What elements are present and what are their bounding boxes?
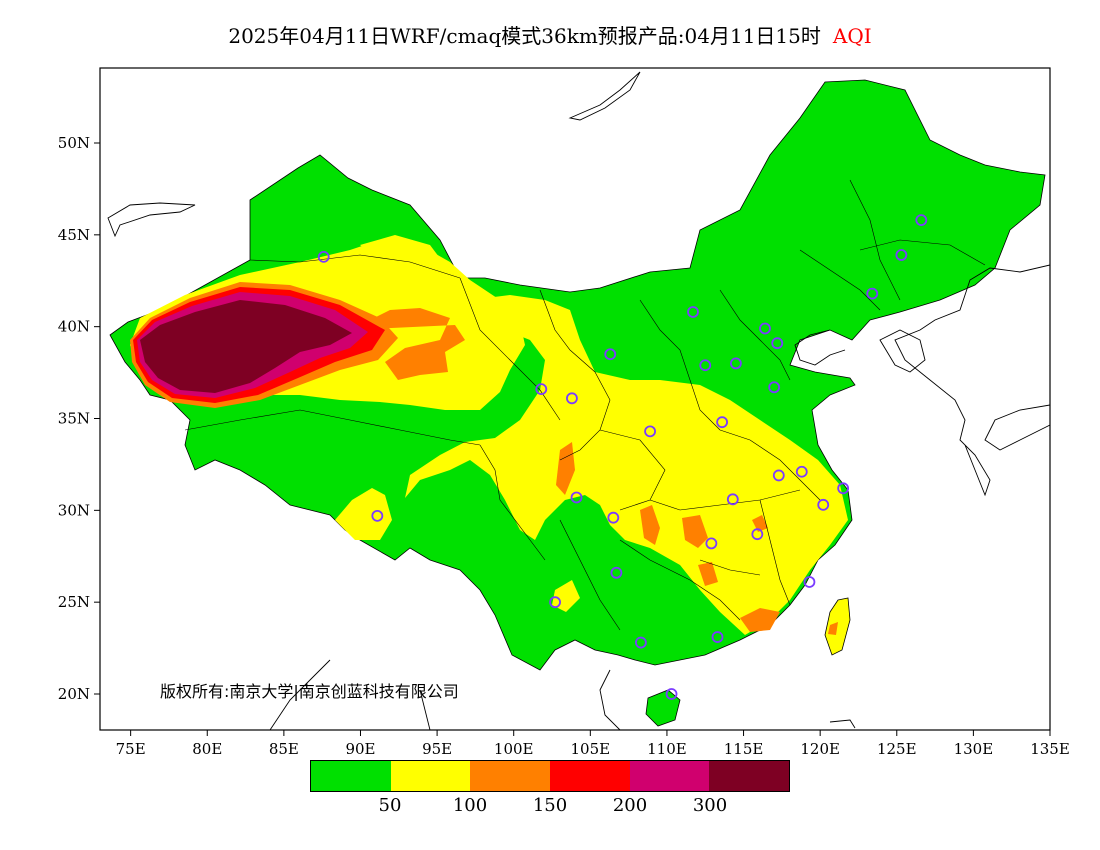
- station-marker: [535, 383, 548, 396]
- legend-label: 150: [532, 795, 568, 816]
- x-tick-label: 120E: [800, 740, 840, 758]
- station-marker: [803, 576, 816, 588]
- legend-swatch: [709, 761, 790, 791]
- coastlines: [107, 71, 1050, 730]
- legend-swatch: [629, 761, 710, 791]
- legend-label: 300: [692, 795, 728, 816]
- region-moderate-tibet: [335, 488, 392, 540]
- y-axis: 50N 45N 40N 35N 30N 25N 20N: [58, 134, 100, 703]
- legend-swatch: [311, 761, 391, 791]
- x-tick-label: 125E: [877, 740, 917, 758]
- y-tick-label: 40N: [58, 318, 90, 336]
- station-marker: [317, 250, 330, 263]
- legend-swatch: [550, 761, 630, 791]
- title-text: 2025年04月11日WRF/cmaq模式36km预报产品:04月11日15时: [228, 24, 821, 48]
- map-frame: [99, 67, 1051, 731]
- station-marker: [759, 322, 771, 335]
- region-usg-jiangxi: [752, 515, 768, 532]
- station-marker: [687, 306, 699, 318]
- region-usg-taiwan: [828, 622, 838, 635]
- station-marker: [866, 287, 879, 300]
- station-marker: [716, 416, 728, 429]
- station-marker: [644, 425, 656, 438]
- region-usg-hubei: [640, 505, 660, 545]
- x-tick-label: 75E: [116, 740, 146, 758]
- region-moderate-taiwan: [824, 597, 851, 656]
- station-marker: [768, 381, 781, 394]
- region-usg-guangdong: [740, 608, 780, 632]
- station-markers: [317, 214, 928, 700]
- x-tick-label: 115E: [724, 740, 764, 758]
- province-borders: [184, 179, 986, 631]
- x-tick-label: 85E: [269, 740, 299, 758]
- station-marker: [817, 498, 830, 511]
- x-axis: 75E 80E 85E 90E 95E 100E 105E 110E 115E 120E 125E 1…: [116, 730, 1070, 758]
- legend-label: 50: [378, 795, 402, 816]
- x-tick-label: 110E: [647, 740, 687, 758]
- x-tick-label: 130E: [954, 740, 994, 758]
- station-marker: [634, 636, 647, 649]
- y-tick-label: 45N: [58, 226, 90, 244]
- x-tick-label: 100E: [494, 740, 534, 758]
- y-tick-label: 35N: [58, 410, 90, 428]
- station-marker: [772, 469, 785, 482]
- station-marker: [915, 214, 928, 227]
- y-tick-label: 50N: [58, 134, 90, 152]
- y-tick-label: 20N: [58, 685, 90, 703]
- legend-labels: 50 100 150 200 300: [310, 795, 790, 819]
- station-marker: [729, 357, 742, 370]
- y-tick-label: 25N: [58, 593, 90, 611]
- legend-label: 200: [612, 795, 648, 816]
- region-moderate-hexi: [360, 235, 445, 278]
- copyright-text: 版权所有:南京大学|南京创蓝科技有限公司: [160, 682, 459, 701]
- station-marker: [604, 348, 617, 361]
- station-marker: [711, 631, 724, 643]
- legend-swatch: [390, 761, 471, 791]
- region-moderate-central: [405, 295, 848, 635]
- region-usg-sichuan: [556, 442, 575, 495]
- region-usg-hunan: [682, 515, 708, 548]
- region-usg-hunan-south: [698, 562, 718, 586]
- station-marker: [566, 392, 578, 405]
- station-marker: [607, 511, 620, 524]
- x-tick-label: 90E: [345, 740, 375, 758]
- station-marker: [610, 566, 623, 579]
- station-marker: [751, 528, 764, 541]
- legend-label: 100: [452, 795, 488, 816]
- station-marker: [699, 359, 712, 372]
- color-legend: [310, 760, 790, 792]
- y-tick-label: 30N: [58, 501, 90, 519]
- map-title: 2025年04月11日WRF/cmaq模式36km预报产品:04月11日15时 A…: [0, 20, 1100, 49]
- station-marker: [665, 688, 678, 700]
- station-marker: [549, 596, 561, 609]
- station-marker: [771, 337, 784, 350]
- title-variable: AQI: [832, 24, 872, 48]
- station-marker: [726, 493, 739, 506]
- station-marker: [795, 465, 808, 478]
- x-tick-label: 135E: [1030, 740, 1070, 758]
- x-tick-label: 80E: [192, 740, 222, 758]
- legend-swatch: [470, 761, 551, 791]
- aqi-field: [107, 71, 1050, 730]
- station-marker: [371, 509, 384, 522]
- x-tick-label: 95E: [422, 740, 452, 758]
- station-marker: [895, 249, 908, 261]
- region-hazardous-tarim: [140, 300, 352, 393]
- station-marker: [705, 537, 718, 550]
- x-tick-label: 105E: [571, 740, 611, 758]
- station-marker: [837, 482, 850, 495]
- station-marker: [570, 491, 583, 504]
